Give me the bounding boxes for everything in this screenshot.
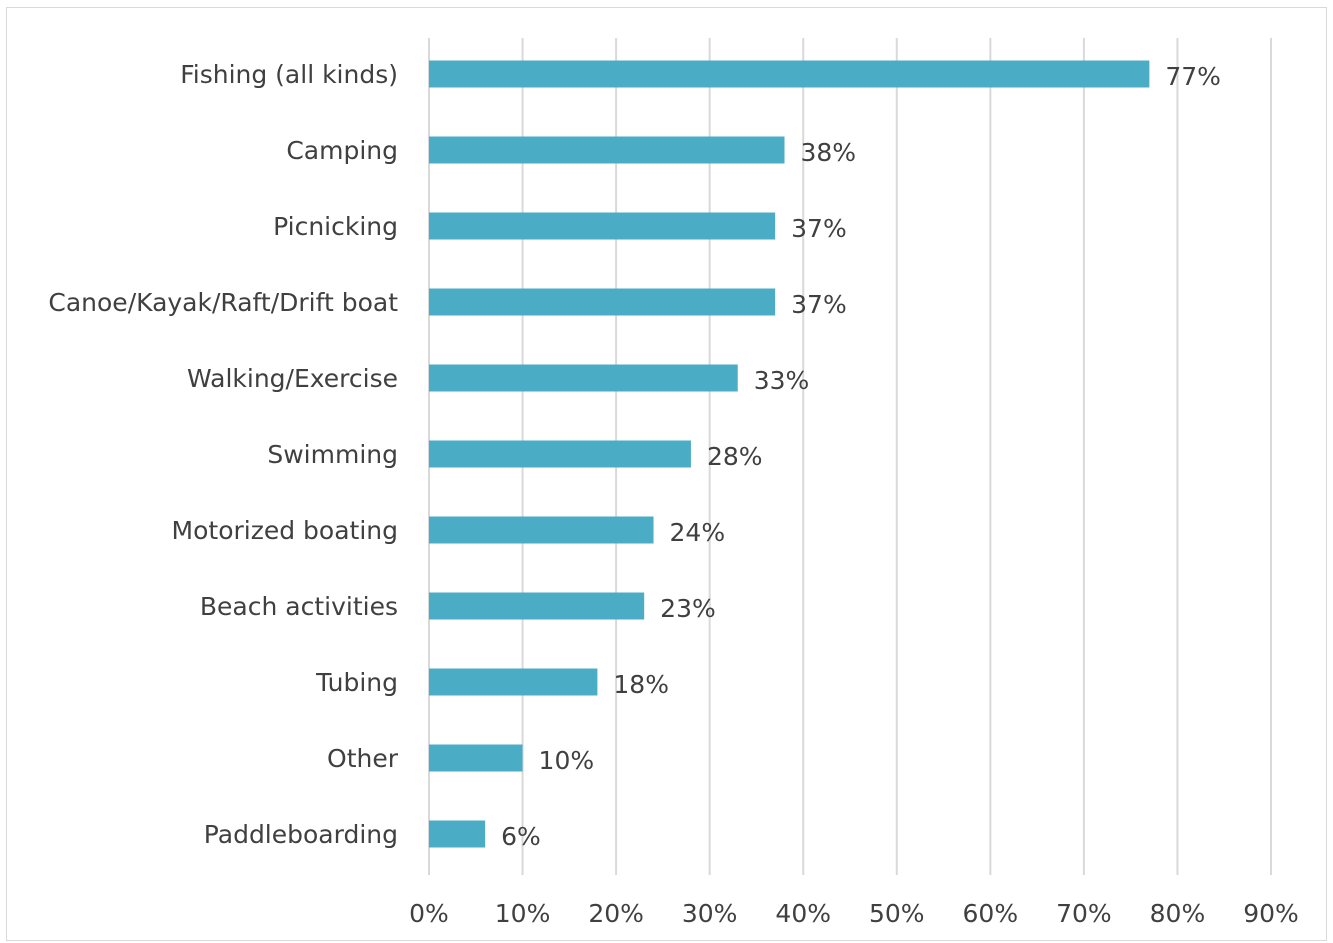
category-labels: Fishing (all kinds) Camping Picnicking Cano… bbox=[48, 60, 398, 849]
bar bbox=[429, 516, 654, 544]
x-tick-label: 80% bbox=[1150, 899, 1206, 928]
x-tick-label: 40% bbox=[775, 899, 831, 928]
category-label: Motorized boating bbox=[172, 516, 398, 545]
gridlines bbox=[428, 38, 1272, 875]
bar bbox=[429, 744, 523, 772]
x-tick-label: 20% bbox=[588, 899, 644, 928]
category-label: Tubing bbox=[315, 668, 398, 697]
data-label: 10% bbox=[539, 746, 595, 775]
x-tick-label: 70% bbox=[1056, 899, 1112, 928]
data-label: 24% bbox=[670, 518, 726, 547]
bar bbox=[429, 136, 785, 164]
bar bbox=[429, 60, 1150, 88]
x-tick-label: 0% bbox=[409, 899, 449, 928]
x-tick-label: 30% bbox=[682, 899, 738, 928]
x-tick-label: 50% bbox=[869, 899, 925, 928]
category-label: Paddleboarding bbox=[204, 820, 398, 849]
data-label: 38% bbox=[801, 138, 857, 167]
data-label: 28% bbox=[707, 442, 763, 471]
data-label: 23% bbox=[660, 594, 716, 623]
bar bbox=[429, 288, 776, 316]
data-label: 33% bbox=[754, 366, 810, 395]
category-label: Walking/Exercise bbox=[187, 364, 398, 393]
category-label: Beach activities bbox=[200, 592, 398, 621]
data-label: 37% bbox=[791, 214, 847, 243]
bar bbox=[429, 364, 738, 392]
category-label: Other bbox=[327, 744, 399, 773]
x-tick-label: 10% bbox=[495, 899, 551, 928]
x-tick-label: 90% bbox=[1243, 899, 1299, 928]
data-label: 77% bbox=[1165, 62, 1221, 91]
bar bbox=[429, 820, 486, 848]
bars bbox=[429, 60, 1150, 848]
bar bbox=[429, 668, 598, 696]
bar bbox=[429, 440, 691, 468]
category-label: Swimming bbox=[267, 440, 398, 469]
x-axis-tick-labels: 0% 10% 20% 30% 40% 50% 60% 70% 80% 90% bbox=[409, 899, 1299, 928]
category-label: Fishing (all kinds) bbox=[180, 60, 398, 89]
data-label: 37% bbox=[791, 290, 847, 319]
category-label: Picnicking bbox=[273, 212, 398, 241]
bar bbox=[429, 592, 645, 620]
bar bbox=[429, 212, 776, 240]
x-tick-label: 60% bbox=[963, 899, 1019, 928]
category-label: Camping bbox=[286, 136, 398, 165]
data-label: 18% bbox=[613, 670, 669, 699]
category-label: Canoe/Kayak/Raft/Drift boat bbox=[48, 288, 398, 317]
value-labels: 77% 38% 37% 37% 33% 28% 24% 23% 18% 10% 6% bbox=[501, 62, 1221, 851]
data-label: 6% bbox=[501, 822, 541, 851]
